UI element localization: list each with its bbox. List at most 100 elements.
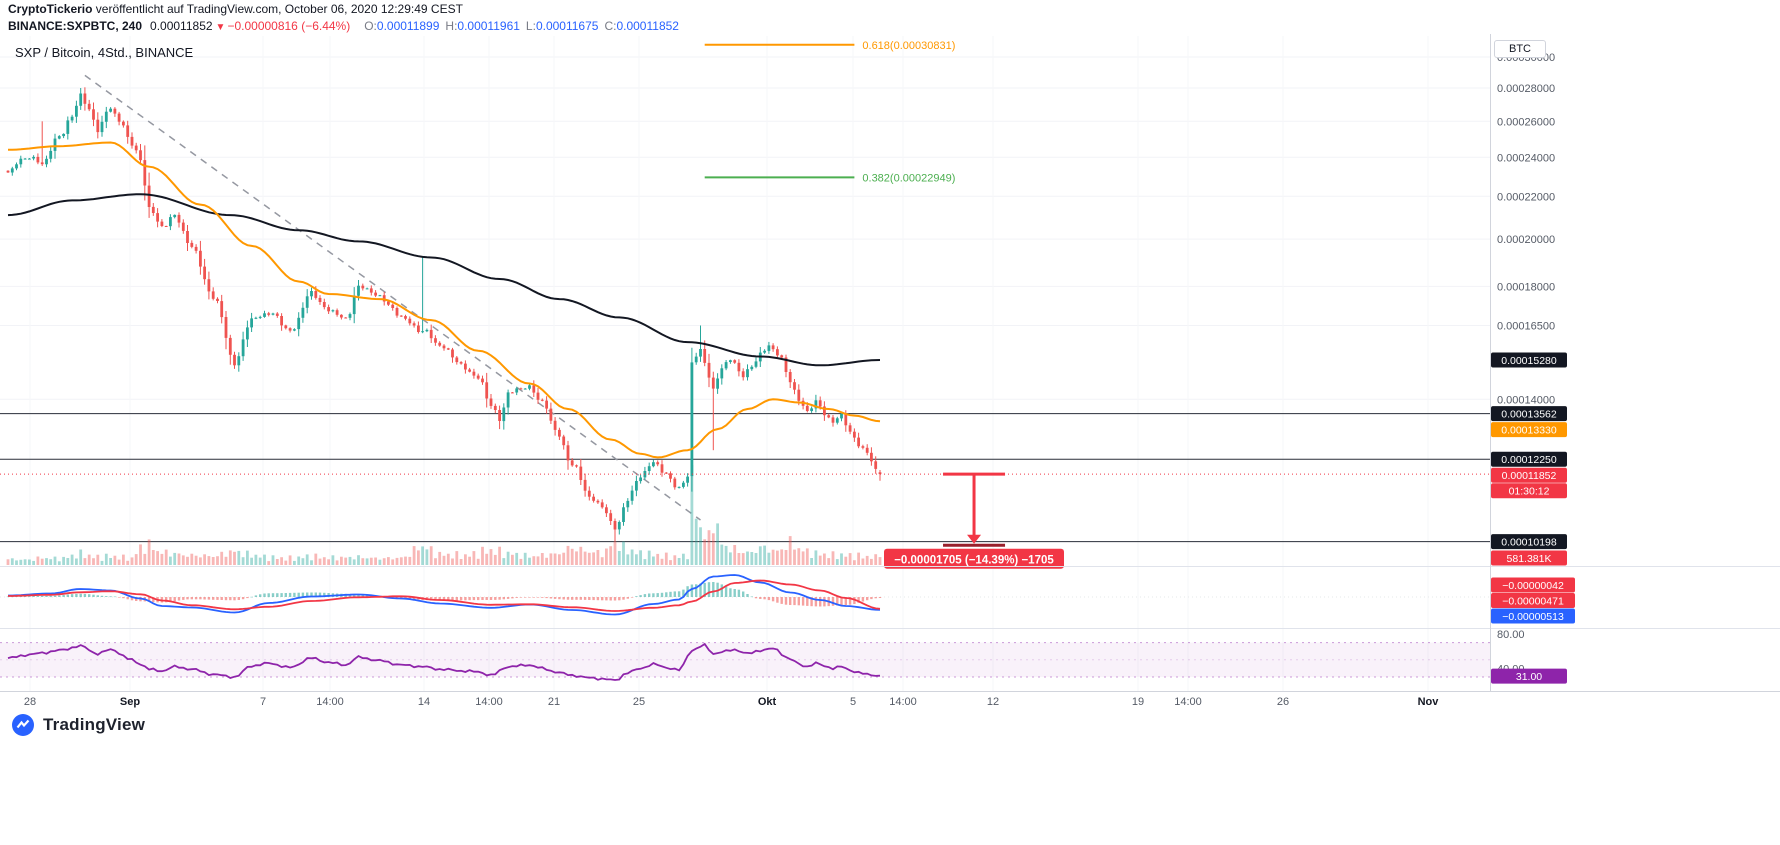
candle-body xyxy=(609,513,613,521)
volume-bar xyxy=(737,553,741,565)
scale-badge-label: 581.381K xyxy=(1507,553,1552,565)
candle-body xyxy=(446,348,450,350)
volume-bar xyxy=(293,560,296,565)
currency-toggle-button[interactable]: BTC xyxy=(1494,40,1546,58)
candle-body xyxy=(32,156,35,159)
macd-hist-bar xyxy=(83,593,87,597)
volume-bar xyxy=(874,554,878,565)
volume-bar xyxy=(647,550,651,565)
candle-body xyxy=(352,295,356,315)
macd-hist-bar xyxy=(182,597,185,600)
volume-bar xyxy=(664,552,668,565)
macd-hist-bar xyxy=(566,597,570,600)
candle-body xyxy=(861,446,865,448)
candle-body xyxy=(716,378,719,389)
candle-body xyxy=(583,479,587,491)
volume-bar xyxy=(36,556,40,565)
volume-bar xyxy=(729,552,732,565)
candle-body xyxy=(15,164,18,169)
macd-hist-bar xyxy=(699,583,702,597)
volume-bar xyxy=(211,557,215,565)
volume-bar xyxy=(275,559,279,565)
candle-body xyxy=(10,168,14,173)
scale-badge xyxy=(1491,577,1575,593)
candle-body xyxy=(511,392,514,394)
macd-hist-bar xyxy=(96,595,99,597)
rsi-pane xyxy=(0,642,1490,681)
price-change: −0.00000816 (−6.44%) xyxy=(227,19,351,33)
candle-body xyxy=(810,408,813,411)
candle-body xyxy=(134,145,138,151)
macd-hist-bar xyxy=(88,594,91,597)
volume-bar xyxy=(464,554,467,565)
candle-body xyxy=(254,317,258,319)
macd-hist-bar xyxy=(494,597,497,600)
candle-body xyxy=(327,307,330,312)
macd-hist-bar xyxy=(152,597,155,603)
volume-bar xyxy=(412,546,416,565)
volume-bar xyxy=(109,558,112,565)
header-line-1: CryptoTickerio veröffentlicht auf Tradin… xyxy=(8,2,1780,17)
macd-hist-bar xyxy=(301,592,305,597)
candle-body xyxy=(228,337,232,355)
scale-badge xyxy=(1491,483,1567,499)
prediction-label-text: −0.00001705 (−14.39%) −1705 xyxy=(894,554,1054,566)
macd-hist-bar xyxy=(648,593,651,597)
volume-bar xyxy=(870,558,873,565)
candle-body xyxy=(241,339,245,357)
price-scale[interactable]: 0.000300000.000280000.000260000.00024000… xyxy=(1491,52,1575,684)
volume-bar xyxy=(75,558,78,565)
macd-hist-bar xyxy=(793,597,796,606)
scale-badge-label: −0.00000042 xyxy=(1502,580,1564,592)
volume-bar xyxy=(404,556,407,565)
volume-bar xyxy=(395,557,399,565)
candle-body xyxy=(220,301,224,318)
time-label: 21 xyxy=(548,696,560,708)
macd-hist-bar xyxy=(814,597,818,607)
volume-bar xyxy=(284,560,288,565)
candle-body xyxy=(79,93,83,106)
ma-slow-line[interactable] xyxy=(7,193,881,367)
candle-body xyxy=(297,317,301,330)
macd-hist-bar xyxy=(79,593,82,598)
macd-hist-bar xyxy=(186,597,189,600)
ma-fast-line[interactable] xyxy=(8,141,881,459)
prediction-arrow[interactable] xyxy=(943,472,1006,547)
macd-hist-bar xyxy=(216,597,219,600)
candle-body xyxy=(605,507,608,514)
candle-body xyxy=(818,400,822,407)
macd-hist-bar xyxy=(532,597,535,598)
candle-body xyxy=(203,266,206,280)
candle-body xyxy=(365,288,369,290)
volume-bar xyxy=(865,555,869,565)
candle-body xyxy=(335,310,339,315)
volume-bar xyxy=(540,553,544,565)
volume-bar xyxy=(523,552,527,565)
candle-body xyxy=(485,382,489,399)
candle-body xyxy=(310,291,313,297)
candle-body xyxy=(754,361,758,367)
tradingview-attribution[interactable]: TradingView xyxy=(10,712,145,738)
macd-hist-bar xyxy=(224,597,228,601)
volume-bar xyxy=(613,541,617,565)
candle-body xyxy=(117,113,121,122)
candle-body xyxy=(844,413,848,426)
macd-hist-bar xyxy=(310,592,313,597)
trendline-dashed[interactable] xyxy=(84,74,701,521)
macd-hist-bar xyxy=(618,597,621,601)
macd-hist-bar xyxy=(271,593,275,597)
candle-body xyxy=(459,362,463,364)
volume-bar xyxy=(233,551,236,565)
macd-hist-bar xyxy=(36,595,40,597)
volume-bar xyxy=(476,558,480,565)
macd-hist-bar xyxy=(62,595,65,597)
time-scale[interactable]: 28 Sep 7 14:00 14 14:00 21 25 Okt 5 14:00 12 19 14:00… xyxy=(24,696,1439,708)
volume-bar xyxy=(104,553,108,565)
time-label: Okt xyxy=(758,696,777,708)
macd-hist-bar xyxy=(733,589,736,597)
scale-badge-label: 0.00012250 xyxy=(1501,454,1557,466)
time-label: 28 xyxy=(24,696,36,708)
price-tick-label: 0.00014000 xyxy=(1497,394,1555,406)
macd-hist-bar xyxy=(297,592,300,597)
